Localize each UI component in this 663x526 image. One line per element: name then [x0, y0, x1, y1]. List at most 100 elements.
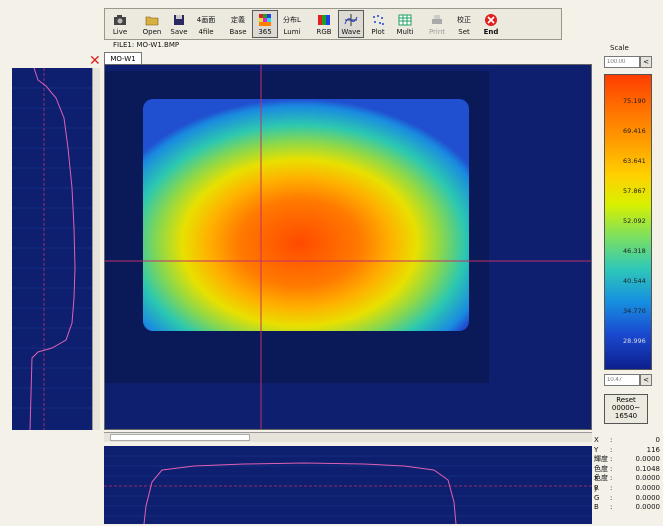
close-icon[interactable]: ✕ — [89, 53, 101, 69]
scale-tick: 57.867 — [623, 187, 646, 195]
open-button[interactable]: Open — [139, 10, 165, 38]
scale-tick: 69.416 — [623, 127, 646, 135]
horizontal-profile-plot — [104, 446, 592, 524]
readout-label: B — [594, 503, 599, 512]
save-label: Save — [170, 28, 188, 36]
readout-row: R:0.0000 — [594, 483, 661, 492]
readout-value: 0.0000 — [635, 455, 661, 464]
readout-value: 0.0000 — [635, 493, 661, 502]
vertical-profile-graph — [12, 68, 92, 430]
scale-tick: 34.770 — [623, 307, 646, 315]
readout-label: G — [594, 493, 600, 502]
heatmap-region — [143, 99, 469, 331]
four-file-label: 4file — [198, 28, 214, 36]
readout-row: X:0 — [594, 436, 660, 444]
horizontal-profile-curve — [143, 462, 457, 524]
wave-icon — [344, 14, 358, 26]
tab-mo-w1[interactable]: MO-W1 — [104, 52, 142, 64]
scale-tick: 52.092 — [623, 217, 646, 225]
base-label-top: 定義 — [231, 16, 245, 24]
save-button[interactable]: Save — [166, 10, 192, 38]
scroll-thumb[interactable] — [110, 434, 250, 441]
readout-value: 116 — [646, 445, 660, 454]
toolbar: Live Open Save 4画面 4file 定義 Base 365 分布L… — [104, 8, 562, 40]
reset-range-end: 16540 — [614, 412, 638, 420]
lumi-button[interactable]: 分布L Lumi — [279, 10, 305, 38]
color-365-label: 365 — [258, 28, 272, 36]
color-grid-icon — [259, 14, 271, 26]
base-label: Base — [229, 28, 247, 36]
set-button[interactable]: 校正 Set — [451, 10, 477, 38]
rgb-label: RGB — [316, 28, 332, 36]
reset-button[interactable]: Reset 00000~ 16540 — [604, 394, 648, 424]
file-label: FILE1: MO-W1.BMP — [113, 41, 180, 49]
scale-tick: 28.996 — [623, 337, 646, 345]
readout-value: 0 — [655, 436, 660, 444]
readout-value: 0.0000 — [635, 474, 661, 483]
reset-label: Reset — [616, 396, 636, 404]
readout-label: 輝度 — [594, 455, 608, 464]
four-file-button[interactable]: 4画面 4file — [193, 10, 219, 38]
plot-label: Plot — [371, 28, 385, 36]
readout-value: 0.1048 — [635, 464, 661, 473]
luminance-image[interactable] — [104, 64, 592, 430]
horizontal-scrollbar[interactable] — [104, 432, 592, 442]
readout-row: G:0.0000 — [594, 493, 661, 502]
multi-button[interactable]: Multi — [392, 10, 418, 38]
set-label-top: 校正 — [457, 16, 471, 24]
printer-icon — [432, 15, 442, 24]
vertical-scrollbar[interactable] — [92, 68, 100, 430]
multi-label: Multi — [396, 28, 414, 36]
set-label: Set — [458, 28, 470, 36]
readout-row: 色度y:0.0000 — [594, 474, 661, 492]
vertical-profile-curve — [29, 68, 76, 430]
camera-icon — [114, 15, 126, 25]
wave-button[interactable]: Wave — [338, 10, 364, 38]
readout-row: 色度x:0.1048 — [594, 464, 661, 483]
readout-value: 0.0000 — [635, 483, 661, 492]
scale-tick: 46.318 — [623, 247, 646, 255]
measurement-readout: X:0 Y:116 輝度:0.0000 色度x:0.1048 色度y:0.000… — [594, 436, 660, 513]
scale-tick: 40.544 — [623, 277, 646, 285]
readout-label: 色度y — [594, 474, 608, 492]
floppy-disk-icon — [174, 15, 184, 25]
chevron-left-icon[interactable]: < — [640, 56, 652, 68]
live-button[interactable]: Live — [107, 10, 133, 38]
four-file-label-top: 4画面 — [196, 16, 216, 24]
readout-label: R — [594, 483, 599, 492]
scale-title: Scale — [610, 44, 629, 52]
readout-label: Y — [594, 445, 599, 454]
wave-label: Wave — [341, 28, 361, 36]
scale-max-input[interactable] — [604, 56, 640, 68]
color-scale-bar: 75.190 69.416 63.641 57.867 52.092 46.31… — [604, 74, 652, 370]
readout-value: 0.0000 — [635, 503, 661, 512]
vertical-profile-plot — [12, 68, 92, 430]
multi-icon — [398, 14, 412, 26]
heatmap-canvas — [105, 65, 591, 429]
scale-min-input[interactable] — [604, 374, 640, 386]
end-button[interactable]: End — [478, 10, 504, 38]
readout-row: B:0.0000 — [594, 503, 661, 512]
scale-max-control: < — [604, 56, 654, 68]
folder-open-icon — [145, 16, 159, 26]
print-label: Print — [428, 28, 446, 36]
lumi-label-top: 分布L — [283, 16, 301, 24]
live-label: Live — [112, 28, 128, 36]
readout-row: Y:116 — [594, 445, 660, 454]
scale-tick: 63.641 — [623, 157, 646, 165]
open-label: Open — [142, 28, 162, 36]
base-button[interactable]: 定義 Base — [225, 10, 251, 38]
rgb-icon — [318, 15, 330, 25]
end-icon — [485, 14, 497, 26]
readout-label: 色度x — [594, 464, 608, 483]
rgb-button[interactable]: RGB — [311, 10, 337, 38]
readout-row: 輝度:0.0000 — [594, 455, 661, 464]
scale-min-control: < — [604, 374, 654, 386]
plot-icon — [373, 15, 384, 25]
color-365-button[interactable]: 365 — [252, 10, 278, 38]
plot-button[interactable]: Plot — [365, 10, 391, 38]
print-button[interactable]: Print — [424, 10, 450, 38]
horizontal-profile-graph — [104, 455, 592, 524]
chevron-left-icon[interactable]: < — [640, 374, 652, 386]
scale-tick: 75.190 — [623, 97, 646, 105]
